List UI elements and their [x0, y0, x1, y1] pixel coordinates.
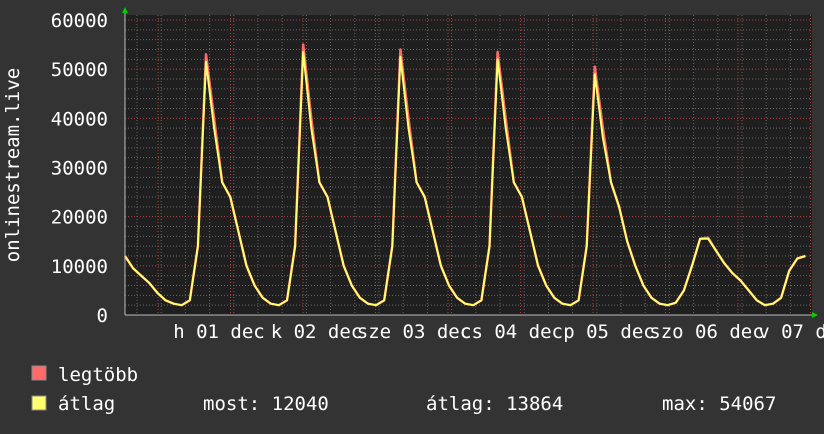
legend-label-avg: átlag: [58, 393, 115, 415]
grid: [125, 15, 812, 315]
x-tick-label: szo 06 dec: [649, 321, 763, 343]
stat-current: most: 12040: [203, 393, 329, 415]
y-tick-label: 30000: [51, 158, 108, 180]
y-tick-label: 10000: [51, 256, 108, 278]
y-tick-label: 50000: [51, 59, 108, 81]
x-axis-arrow-icon: [812, 312, 818, 318]
legend-swatch-max: [31, 365, 47, 381]
x-tick-label: p 05 dec: [563, 321, 655, 343]
series-lines: [123, 43, 806, 307]
legend-label-max: legtöbb: [58, 364, 138, 386]
x-tick-label: h 01 dec: [173, 321, 265, 343]
legend: legtöbb átlag most: 12040 átlag: 13864 m…: [31, 364, 776, 415]
x-tick-label: v 07 dec: [758, 321, 824, 343]
y-axis-arrow-icon: [122, 7, 128, 13]
plot-area: [125, 15, 812, 315]
stat-maximum: max: 54067: [662, 393, 776, 415]
stat-average: átlag: 13864: [426, 393, 563, 415]
x-tick-label: sze 03 dec: [357, 321, 471, 343]
x-tick-label: k 02 dec: [271, 321, 363, 343]
y-tick-label: 40000: [51, 108, 108, 130]
y-tick-label: 60000: [51, 10, 108, 32]
legend-swatch-avg: [31, 395, 47, 411]
y-axis: 0 10000 20000 30000 40000 50000 60000: [51, 10, 108, 327]
y-tick-label: 0: [97, 305, 108, 327]
x-tick-label: cs 04 dec: [460, 321, 563, 343]
series-line-avg: [124, 51, 806, 307]
y-tick-label: 20000: [51, 207, 108, 229]
y-axis-label: onlinestream.live: [2, 68, 24, 262]
